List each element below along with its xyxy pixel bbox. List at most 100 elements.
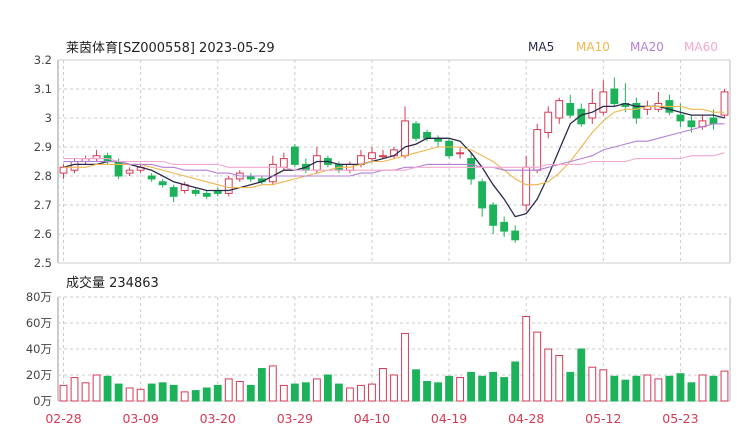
candle-body	[478, 181, 487, 209]
candle	[81, 155, 90, 165]
price-tick-label: 2.5	[34, 256, 52, 270]
candle	[268, 155, 277, 185]
candle	[158, 178, 167, 188]
volume-bar	[202, 387, 211, 402]
x-tick-label: 03-20	[200, 411, 236, 426]
candle	[312, 147, 321, 174]
candle-body	[445, 140, 453, 157]
volume-panel: 0万 20万 40万 60万 80万	[26, 290, 731, 408]
volume-bar	[312, 378, 321, 402]
candle	[632, 97, 641, 124]
price-tick-label: 3	[45, 111, 52, 125]
x-tick-label: 04-28	[508, 411, 544, 426]
volume-bar	[478, 375, 487, 402]
volume-bar	[621, 379, 630, 402]
x-tick-label: 02-28	[45, 411, 81, 426]
volume-tick-label: 20万	[26, 368, 52, 382]
volume-bar	[257, 368, 266, 402]
volume-bar	[147, 383, 156, 402]
candle-body	[467, 158, 476, 180]
ma-line-ma10	[63, 105, 725, 189]
volume-bar	[511, 361, 520, 402]
volume-bar	[687, 382, 696, 402]
candle	[621, 83, 630, 113]
volume-bar	[114, 383, 123, 402]
candle-body	[59, 166, 68, 174]
candle-body	[357, 155, 365, 165]
volume-bar	[423, 381, 431, 402]
volume-bar	[125, 387, 134, 402]
legend-entry-ma10: MA10	[576, 40, 610, 54]
candle-body	[720, 91, 729, 116]
candle-body	[687, 120, 696, 128]
volume-bar	[489, 371, 498, 402]
volume-bar	[268, 365, 277, 402]
candle	[676, 103, 685, 127]
volume-tick-label: 40万	[26, 342, 52, 356]
candle	[588, 89, 597, 124]
candle-body	[709, 117, 718, 125]
candle-body	[202, 192, 211, 197]
candle-body	[610, 88, 619, 104]
volume-bar	[401, 332, 409, 402]
volume-bar	[235, 381, 244, 402]
volume-tick-label: 0万	[33, 394, 52, 408]
candle	[555, 97, 564, 124]
candle	[456, 147, 465, 159]
price-tick-label: 2.9	[34, 140, 52, 154]
volume-bar	[323, 374, 332, 402]
volume-bar	[566, 371, 575, 402]
candle-body	[70, 161, 79, 171]
volume-bar	[599, 369, 608, 402]
candle-body	[456, 152, 465, 155]
candle-body	[544, 111, 553, 133]
candle	[720, 89, 729, 118]
volume-bar	[698, 374, 707, 402]
candle-body	[489, 204, 498, 226]
price-tick-label: 3.2	[34, 53, 52, 67]
candle	[489, 202, 498, 234]
candle-body	[412, 123, 420, 139]
volume-bar	[335, 383, 343, 402]
volume-bar	[544, 348, 553, 402]
candle	[412, 120, 420, 142]
candle	[379, 149, 387, 159]
candle-body	[125, 169, 134, 174]
volume-bar	[533, 331, 542, 402]
candle	[599, 80, 608, 116]
volume-bar	[180, 391, 189, 402]
candle-body	[423, 132, 431, 139]
volume-bar	[246, 384, 255, 402]
candle-body	[224, 178, 233, 194]
candle	[511, 225, 520, 243]
volume-bar	[577, 348, 586, 402]
volume-bar	[434, 382, 442, 402]
volume-bar	[588, 366, 597, 402]
candle	[610, 77, 619, 107]
candle-body	[599, 91, 608, 113]
candle	[401, 106, 409, 159]
volume-bar	[92, 374, 101, 402]
candle	[191, 187, 200, 197]
candle	[290, 144, 299, 168]
volume-tick-label: 80万	[26, 290, 52, 304]
candle-body	[676, 114, 685, 122]
candle	[533, 123, 542, 174]
candle	[224, 176, 233, 197]
volume-bar	[169, 384, 178, 402]
volume-bar	[136, 388, 145, 402]
volume-bar	[676, 373, 685, 402]
volume-bar	[632, 375, 641, 402]
volume-bar	[70, 377, 79, 402]
candle	[147, 173, 156, 182]
x-tick-label: 05-23	[662, 411, 698, 426]
ma-line-ma5	[63, 102, 725, 218]
x-tick-label: 05-12	[585, 411, 621, 426]
candle	[654, 91, 663, 113]
volume-bar	[390, 374, 398, 402]
candle-body	[390, 149, 398, 157]
volume-bar	[301, 382, 310, 402]
candle	[368, 147, 376, 162]
candle-body	[522, 166, 531, 206]
candle	[665, 94, 674, 116]
